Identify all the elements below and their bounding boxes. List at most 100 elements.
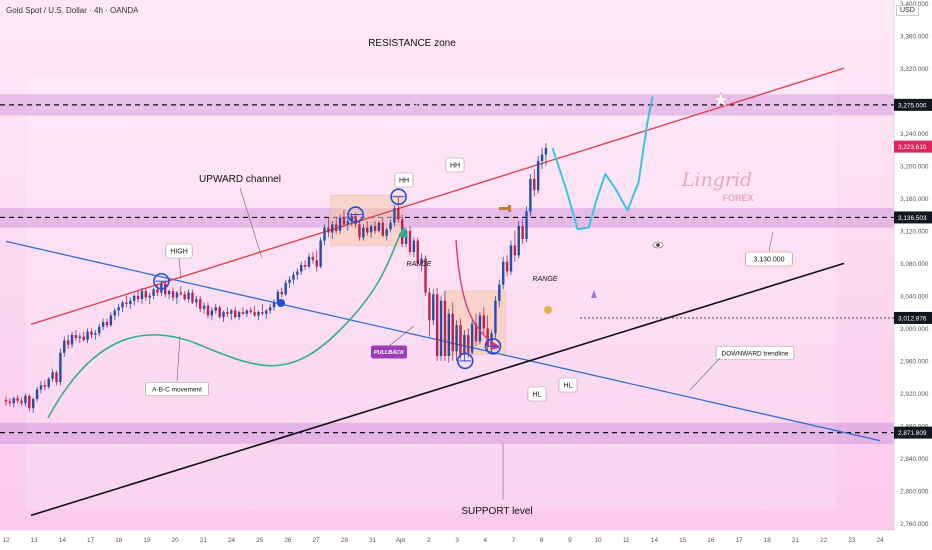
candle-body: [121, 302, 124, 308]
candle: [241, 307, 245, 316]
candle-body: [494, 300, 497, 334]
candle-body: [389, 222, 392, 230]
candle: [334, 217, 338, 235]
candle-body: [140, 291, 144, 300]
candle-body: [540, 154, 544, 161]
candle-body: [125, 302, 128, 305]
candle-body: [4, 399, 8, 402]
candle: [478, 312, 482, 345]
price-label-2: 3,223.610: [894, 140, 932, 153]
target-icon: [409, 97, 419, 107]
candle-body: [39, 385, 43, 390]
label-target-box: [745, 251, 793, 267]
label-hl-1: HL: [527, 386, 547, 402]
candle: [171, 287, 175, 301]
candle-body: [358, 224, 361, 238]
candle-body: [272, 302, 276, 308]
candle: [474, 313, 478, 347]
candle: [389, 219, 392, 233]
candle: [373, 221, 377, 235]
x-tick-label: 15: [679, 537, 687, 544]
candle-body: [346, 221, 350, 225]
candle: [393, 204, 396, 226]
candle-body: [470, 323, 474, 353]
candle-body: [478, 315, 482, 342]
candle-body: [474, 323, 478, 342]
x-tick-label: 27: [313, 537, 321, 544]
candle-body: [428, 292, 431, 321]
candle: [544, 143, 548, 166]
x-tick-label: 14: [59, 537, 67, 544]
label-hl-2: HL: [558, 377, 578, 393]
candle: [20, 397, 23, 406]
currency-selector[interactable]: USD: [896, 5, 919, 16]
candle: [47, 377, 50, 389]
y-tick-label: 2,920.000: [900, 391, 929, 398]
label-hl-1-box: [527, 386, 547, 402]
candle: [529, 173, 532, 217]
candle-body: [517, 225, 520, 256]
eye-icon: [652, 241, 664, 249]
candle: [451, 302, 454, 361]
zone-1: [0, 94, 894, 116]
candle-body: [28, 395, 31, 409]
candle-body: [327, 227, 330, 233]
candle: [435, 287, 439, 361]
candle-body: [354, 216, 357, 225]
candle: [156, 284, 159, 296]
candle: [432, 289, 435, 326]
candle: [354, 212, 357, 228]
candle: [381, 217, 384, 238]
candle: [66, 334, 70, 349]
candle-body: [214, 307, 217, 311]
candle: [195, 295, 198, 308]
candle: [303, 260, 307, 270]
candle: [397, 196, 400, 223]
candle: [74, 330, 78, 342]
candle-body: [202, 305, 206, 309]
x-tick-label: 14: [651, 537, 659, 544]
candle-body: [323, 227, 326, 241]
candle-body: [412, 240, 416, 252]
candle-body: [447, 313, 451, 357]
candle-body: [129, 300, 132, 305]
candle: [540, 147, 544, 170]
candle-body: [338, 217, 342, 231]
label-hl-1-text: HL: [533, 392, 542, 399]
candle: [272, 299, 276, 311]
candle: [502, 256, 505, 290]
candle: [420, 253, 423, 272]
candle: [167, 289, 171, 300]
candle: [268, 304, 272, 314]
label-range-2: RANGE: [533, 276, 558, 283]
channel-lower-line: [30, 262, 845, 517]
candle: [253, 305, 256, 318]
candle: [132, 294, 136, 306]
y-tick-label: 3,000.000: [900, 326, 929, 333]
x-tick-label: 11: [623, 537, 630, 544]
candle-body: [233, 310, 237, 318]
candle-body: [490, 333, 493, 347]
candle-body: [245, 310, 249, 314]
candle-body: [276, 291, 280, 303]
candle-body: [78, 336, 82, 339]
label-downward: DOWNWARD trendline: [715, 345, 795, 361]
time-scale-bg: [0, 530, 932, 550]
candle-body: [435, 294, 439, 357]
candle-body: [90, 331, 93, 335]
candle: [323, 224, 326, 246]
candle: [536, 156, 540, 194]
swing-marker-4: [456, 352, 474, 370]
label-high-box: [165, 243, 193, 259]
candle: [292, 271, 295, 285]
candle-body: [521, 225, 524, 239]
downward-trendline: [5, 240, 881, 442]
candle-body: [342, 217, 346, 225]
rocket-icon: [591, 290, 597, 298]
x-tick-label: 20: [172, 537, 180, 544]
candle: [226, 307, 229, 318]
candle: [179, 286, 183, 296]
price-label-3: 3,136.503: [894, 211, 932, 224]
